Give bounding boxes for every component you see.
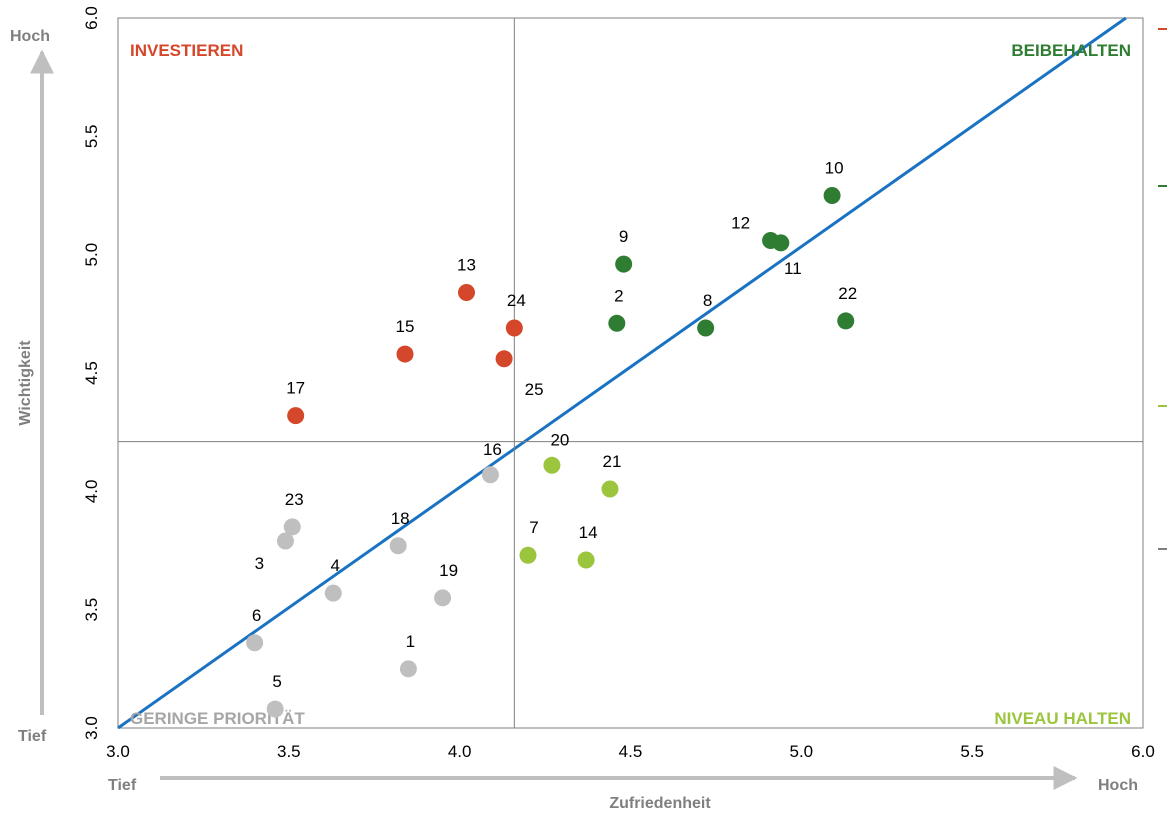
data-label-21: 21 xyxy=(603,452,622,471)
data-point-23 xyxy=(283,518,301,536)
x-axis-title: Zufriedenheit xyxy=(609,795,711,812)
data-point-2 xyxy=(608,314,626,332)
data-point-15 xyxy=(396,345,414,363)
data-point-7 xyxy=(519,546,537,564)
x-tick-label: 3.5 xyxy=(277,742,301,761)
data-label-22: 22 xyxy=(838,284,857,303)
y-tick-label: 3.5 xyxy=(82,598,101,622)
data-label-7: 7 xyxy=(529,518,538,537)
data-point-20 xyxy=(543,456,561,474)
quadrant-label-bottom-right: NIVEAU HALTEN xyxy=(994,709,1131,728)
y-tick-label: 5.0 xyxy=(82,243,101,267)
x-tick-label: 4.5 xyxy=(619,742,643,761)
data-label-13: 13 xyxy=(457,256,476,275)
data-label-1: 1 xyxy=(406,632,415,651)
data-point-3 xyxy=(276,532,294,550)
data-label-18: 18 xyxy=(391,509,410,528)
data-label-8: 8 xyxy=(703,291,712,310)
data-point-11 xyxy=(772,234,790,252)
data-point-19 xyxy=(434,589,452,607)
y-tick-label: 4.0 xyxy=(82,480,101,504)
y-axis-title: Wichtigkeit xyxy=(17,340,34,426)
data-label-9: 9 xyxy=(619,227,628,246)
data-label-14: 14 xyxy=(579,523,598,542)
data-label-3: 3 xyxy=(255,554,264,573)
data-point-16 xyxy=(481,466,499,484)
y-axis-low-label: Tief xyxy=(18,728,47,745)
diagonal-reference-line xyxy=(117,16,1127,730)
x-tick-label: 5.5 xyxy=(960,742,984,761)
x-axis-low-label: Tief xyxy=(108,777,137,794)
data-point-24 xyxy=(505,319,523,337)
data-label-20: 20 xyxy=(550,430,569,449)
x-tick-label: 3.0 xyxy=(106,742,130,761)
legend-swatch-investieren xyxy=(1158,28,1167,30)
quadrant-label-bottom-left: GERINGE PRIORITÄT xyxy=(130,709,305,728)
data-label-4: 4 xyxy=(331,556,340,575)
data-point-1 xyxy=(399,660,417,678)
legend-swatch-niveau-halten xyxy=(1158,405,1167,407)
quadrant-label-top-right: BEIBEHALTEN xyxy=(1011,41,1131,60)
y-tick-label: 5.5 xyxy=(82,125,101,149)
y-axis-high-label: Hoch xyxy=(10,28,50,45)
plot-frame xyxy=(117,17,1144,729)
data-point-22 xyxy=(837,312,855,330)
quadrant-label-top-left: INVESTIEREN xyxy=(130,41,243,60)
y-tick-label: 4.5 xyxy=(82,361,101,385)
data-label-16: 16 xyxy=(483,440,502,459)
data-point-6 xyxy=(246,634,264,652)
data-point-4 xyxy=(324,584,342,602)
legend-swatch-beibehalten xyxy=(1158,185,1167,187)
data-point-18 xyxy=(389,537,407,555)
x-tick-label: 4.0 xyxy=(448,742,472,761)
data-point-14 xyxy=(577,551,595,569)
data-label-2: 2 xyxy=(614,286,623,305)
quadrant-labels: INVESTIEREN BEIBEHALTEN GERINGE PRIORITÄT N… xyxy=(130,41,1131,728)
data-label-15: 15 xyxy=(396,317,415,336)
data-label-5: 5 xyxy=(272,672,281,691)
data-label-6: 6 xyxy=(252,606,261,625)
x-tick-label: 6.0 xyxy=(1131,742,1155,761)
data-point-17 xyxy=(287,407,305,425)
x-tick-label: 5.0 xyxy=(790,742,814,761)
data-point-13 xyxy=(458,284,475,302)
data-label-24: 24 xyxy=(507,291,526,310)
x-axis-high-label: Hoch xyxy=(1098,777,1138,794)
data-point-9 xyxy=(615,255,633,273)
data-label-12: 12 xyxy=(731,213,750,232)
y-tick-label: 6.0 xyxy=(82,6,101,30)
data-point-25 xyxy=(495,350,513,368)
data-point-8 xyxy=(697,319,715,337)
data-label-10: 10 xyxy=(825,159,844,178)
axis-ticks: 3.0 3.5 4.0 4.5 5.0 5.5 6.0 3.0 3.5 4.0 4.5 5.0 5.5 6… xyxy=(82,6,1155,761)
data-point-5 xyxy=(266,700,284,718)
data-point-10 xyxy=(823,187,841,204)
legend-swatch-geringe-prioritaet xyxy=(1158,548,1167,550)
data-point-21 xyxy=(601,480,619,498)
data-label-19: 19 xyxy=(439,561,458,580)
data-label-23: 23 xyxy=(285,490,304,509)
data-label-25: 25 xyxy=(525,380,544,399)
data-label-11: 11 xyxy=(784,259,802,278)
data-label-17: 17 xyxy=(286,379,305,398)
y-tick-label: 3.0 xyxy=(82,716,101,740)
legend-partial xyxy=(1158,20,1167,620)
